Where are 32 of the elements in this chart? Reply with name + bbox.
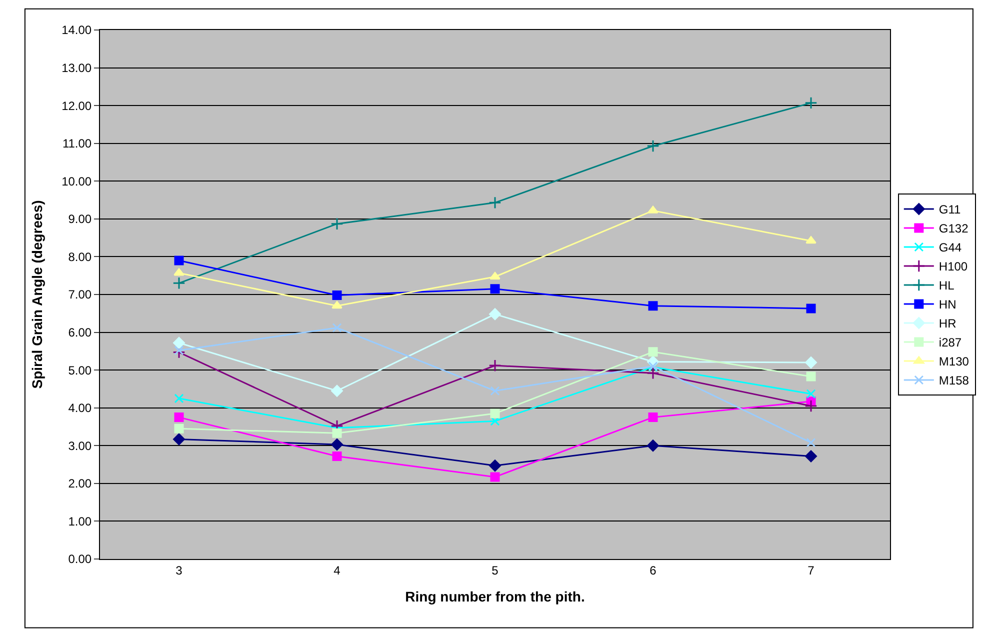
legend-label: G44 <box>938 240 962 255</box>
legend-label: M158 <box>938 374 970 388</box>
legend-label: G132 <box>938 222 969 236</box>
x-tick-label: 4 <box>334 563 341 578</box>
y-tick-label: 3.00 <box>68 438 92 453</box>
y-tick-label: 10.00 <box>62 174 92 188</box>
y-tick-label: 1.00 <box>68 514 92 528</box>
legend-label: HL <box>938 278 955 293</box>
legend-label: i287 <box>938 336 962 350</box>
y-tick-label: 8.00 <box>68 250 92 264</box>
legend-label: H100 <box>938 260 968 274</box>
y-tick-label: 5.00 <box>68 363 92 378</box>
y-tick-label: 2.00 <box>68 476 92 491</box>
y-tick-label: 9.00 <box>68 212 92 226</box>
y-tick-label: 11.00 <box>62 136 92 151</box>
legend-label: M130 <box>938 354 970 369</box>
x-tick-label: 7 <box>808 563 815 578</box>
legend-label: G11 <box>938 202 962 217</box>
y-tick-label: 13.00 <box>62 60 92 75</box>
x-axis-title: Ring number from the pith. <box>405 588 585 605</box>
x-tick-label: 5 <box>492 563 499 578</box>
y-tick-label: 6.00 <box>68 325 92 340</box>
y-tick-label: 4.00 <box>68 401 92 416</box>
y-tick-label: 0.00 <box>68 552 92 566</box>
y-tick-label: 7.00 <box>68 288 92 302</box>
y-tick-label: 14.00 <box>62 23 92 38</box>
x-tick-label: 3 <box>176 563 183 578</box>
y-axis-title: Spiral Grain Angle (degrees) <box>29 200 46 389</box>
legend-label: HR <box>938 316 957 331</box>
y-tick-label: 12.00 <box>62 98 92 113</box>
legend-label: HN <box>938 298 956 312</box>
x-tick-label: 6 <box>650 563 657 578</box>
